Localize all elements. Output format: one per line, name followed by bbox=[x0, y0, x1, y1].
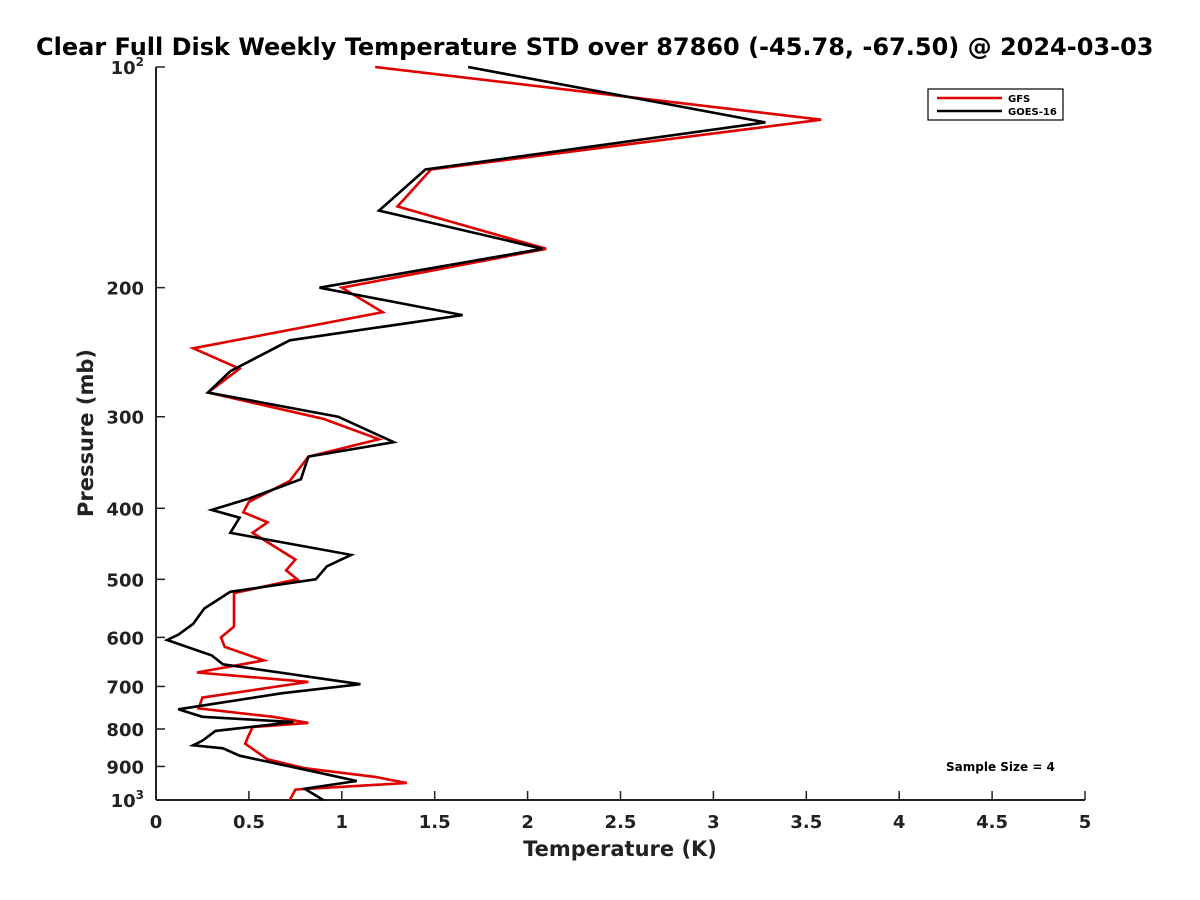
y-tick-label: 800 bbox=[106, 720, 144, 741]
x-tick-label: 3 bbox=[707, 812, 720, 833]
y-tick-label: 500 bbox=[106, 570, 144, 591]
legend-label-gfs: GFS bbox=[1008, 94, 1030, 105]
legend-label-goes16: GOES-16 bbox=[1008, 107, 1057, 118]
x-tick-label: 2.5 bbox=[605, 812, 637, 833]
x-tick-label: 2 bbox=[521, 812, 534, 833]
x-tick-label: 5 bbox=[1079, 812, 1092, 833]
y-tick-label: 700 bbox=[106, 677, 144, 698]
y-tick-label: 400 bbox=[106, 499, 144, 520]
chart-title: Clear Full Disk Weekly Temperature STD o… bbox=[36, 33, 1153, 61]
x-tick-label: 4.5 bbox=[976, 812, 1008, 833]
y-tick-label: 103 bbox=[111, 788, 144, 812]
y-tick-label: 200 bbox=[106, 279, 144, 300]
x-tick-label: 1 bbox=[336, 812, 349, 833]
y-tick-label: 102 bbox=[111, 55, 144, 79]
y-tick-label: 300 bbox=[106, 408, 144, 429]
y-tick-label: 900 bbox=[106, 757, 144, 778]
y-tick-label: 600 bbox=[106, 628, 144, 649]
axes: 0 0.5 1 1.5 2 2.5 3 3.5 4 4.5 5 102 200 300 400 500 600 7… bbox=[106, 55, 1091, 833]
x-tick-label: 1.5 bbox=[419, 812, 451, 833]
legend-box bbox=[927, 88, 1064, 121]
x-axis-label: Temperature (K) bbox=[523, 837, 717, 861]
x-tick-label: 3.5 bbox=[790, 812, 822, 833]
x-tick-label: 0 bbox=[150, 812, 163, 833]
x-tick-label: 4 bbox=[893, 812, 906, 833]
series-layer bbox=[163, 65, 822, 802]
sample-size-annotation: Sample Size = 4 bbox=[946, 760, 1055, 774]
y-axis-label: Pressure (mb) bbox=[74, 349, 98, 517]
x-tick-label: 0.5 bbox=[233, 812, 265, 833]
series-line-goes16 bbox=[163, 65, 766, 802]
series-line-gfs bbox=[188, 65, 822, 801]
legend: GFS GOES-16 bbox=[927, 88, 1064, 121]
